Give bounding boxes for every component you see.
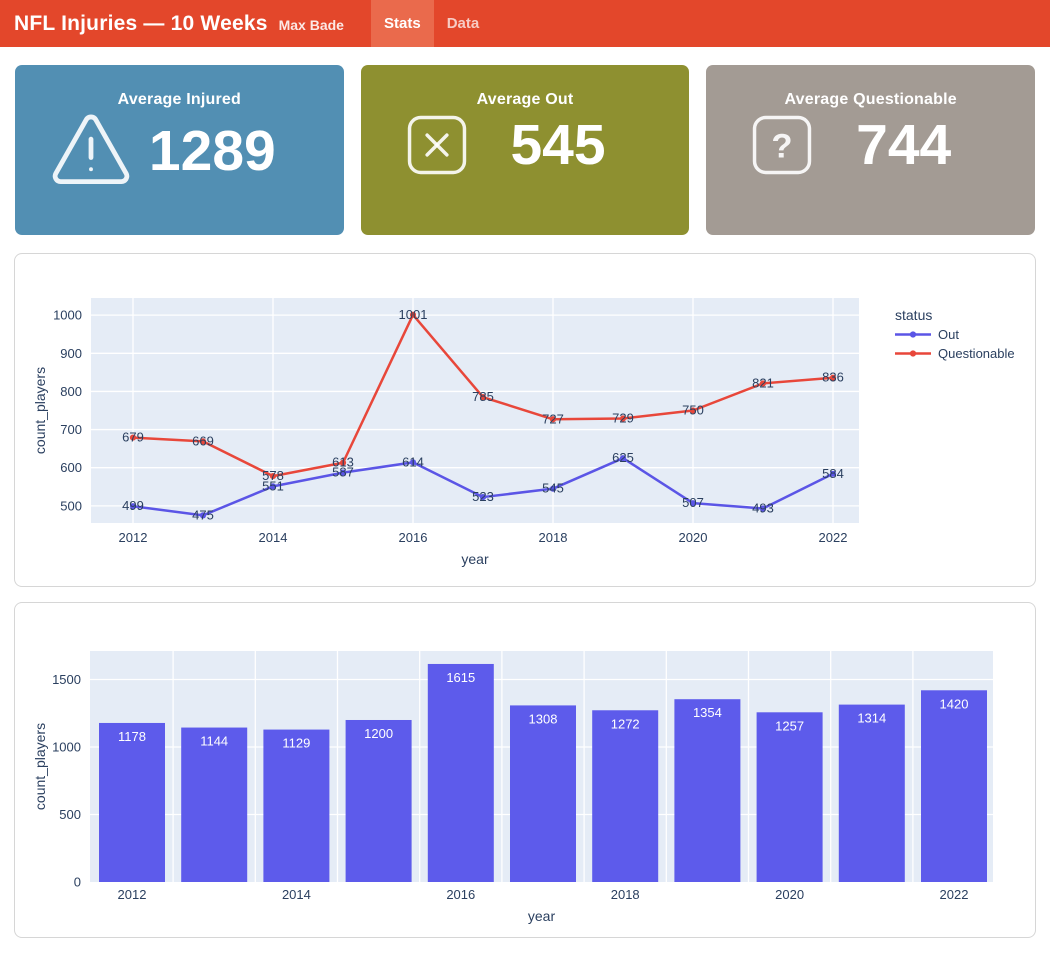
page-title: NFL Injuries — 10 Weeks bbox=[14, 11, 268, 35]
svg-text:587: 587 bbox=[332, 465, 354, 480]
svg-text:2020: 2020 bbox=[775, 887, 804, 902]
svg-text:669: 669 bbox=[192, 433, 214, 448]
svg-text:1000: 1000 bbox=[53, 308, 82, 323]
svg-text:614: 614 bbox=[402, 454, 424, 469]
svg-text:1272: 1272 bbox=[611, 716, 640, 731]
card-value: 744 bbox=[856, 112, 952, 177]
card-value: 545 bbox=[510, 112, 606, 177]
svg-text:700: 700 bbox=[60, 422, 82, 437]
svg-text:578: 578 bbox=[262, 468, 284, 483]
svg-text:1257: 1257 bbox=[775, 718, 804, 733]
svg-text:1354: 1354 bbox=[693, 705, 722, 720]
svg-text:1308: 1308 bbox=[529, 711, 558, 726]
svg-text:679: 679 bbox=[122, 430, 144, 445]
svg-text:2022: 2022 bbox=[940, 887, 969, 902]
svg-text:2018: 2018 bbox=[611, 887, 640, 902]
svg-text:499: 499 bbox=[122, 498, 144, 513]
svg-text:2014: 2014 bbox=[259, 530, 288, 545]
line-chart[interactable]: 500 600 700 800 900 1000 2012 2014 2016 2018 2020 2… bbox=[15, 254, 1034, 586]
svg-text:1200: 1200 bbox=[364, 726, 393, 741]
svg-text:year: year bbox=[461, 551, 489, 567]
svg-text:2016: 2016 bbox=[446, 887, 475, 902]
card-title: Average Questionable bbox=[784, 91, 957, 108]
svg-text:727: 727 bbox=[542, 411, 564, 426]
svg-text:900: 900 bbox=[60, 346, 82, 361]
card-average-out: Average Out 545 bbox=[360, 65, 690, 235]
svg-text:507: 507 bbox=[682, 495, 704, 510]
svg-text:729: 729 bbox=[612, 411, 634, 426]
svg-text:500: 500 bbox=[60, 498, 82, 513]
svg-text:2020: 2020 bbox=[679, 530, 708, 545]
svg-text:1420: 1420 bbox=[940, 696, 969, 711]
svg-text:1314: 1314 bbox=[857, 711, 886, 726]
app-header: NFL Injuries — 10 Weeks Max Bade Stats D… bbox=[0, 0, 1050, 47]
svg-text:Questionable: Questionable bbox=[938, 346, 1015, 361]
bar-chart-card: 0 500 1000 1500 1178 1144 1129 1200 1615 1308 1272… bbox=[14, 602, 1036, 938]
svg-text:1144: 1144 bbox=[200, 734, 228, 749]
card-value: 1289 bbox=[148, 118, 276, 183]
svg-text:2012: 2012 bbox=[119, 530, 148, 545]
tab-data[interactable]: Data bbox=[446, 15, 480, 32]
svg-text:475: 475 bbox=[192, 507, 214, 522]
warning-triangle-icon bbox=[45, 113, 137, 189]
svg-text:2014: 2014 bbox=[282, 887, 311, 902]
svg-text:2016: 2016 bbox=[399, 530, 428, 545]
svg-text:1129: 1129 bbox=[282, 736, 310, 751]
svg-text:545: 545 bbox=[542, 481, 564, 496]
svg-text:750: 750 bbox=[682, 403, 704, 418]
page-subtitle: Max Bade bbox=[278, 16, 344, 33]
svg-text:600: 600 bbox=[60, 460, 82, 475]
tab-bar: Stats Data bbox=[371, 0, 492, 47]
svg-text:count_players: count_players bbox=[32, 367, 48, 454]
svg-text:821: 821 bbox=[752, 375, 774, 390]
svg-text:551: 551 bbox=[262, 478, 284, 493]
title-wrap: NFL Injuries — 10 Weeks Max Bade bbox=[14, 12, 344, 36]
svg-text:836: 836 bbox=[822, 370, 844, 385]
svg-text:1500: 1500 bbox=[52, 672, 81, 687]
svg-text:1615: 1615 bbox=[446, 670, 475, 685]
svg-text:status: status bbox=[895, 307, 932, 323]
card-average-injured: Average Injured 1289 bbox=[15, 65, 344, 235]
svg-text:500: 500 bbox=[59, 807, 81, 822]
tab-stats[interactable]: Stats bbox=[371, 0, 434, 47]
card-title: Average Out bbox=[476, 91, 574, 108]
svg-text:625: 625 bbox=[612, 450, 634, 465]
svg-text:Out: Out bbox=[938, 327, 959, 342]
svg-text:523: 523 bbox=[472, 489, 494, 504]
svg-text:year: year bbox=[528, 908, 556, 924]
svg-text:613: 613 bbox=[332, 455, 354, 470]
svg-text:1178: 1178 bbox=[118, 729, 146, 744]
card-average-questionable: Average Questionable ? 744 bbox=[706, 65, 1036, 235]
svg-text:0: 0 bbox=[74, 875, 81, 890]
x-square-icon bbox=[391, 113, 483, 177]
svg-text:2022: 2022 bbox=[819, 530, 848, 545]
svg-text:count_players: count_players bbox=[32, 723, 48, 810]
svg-text:800: 800 bbox=[60, 384, 82, 399]
card-title: Average Injured bbox=[117, 91, 241, 108]
svg-text:2012: 2012 bbox=[118, 887, 147, 902]
svg-text:1001: 1001 bbox=[399, 307, 428, 322]
question-square-icon: ? bbox=[736, 113, 828, 177]
svg-text:493: 493 bbox=[752, 501, 774, 516]
svg-text:584: 584 bbox=[822, 466, 844, 481]
bar-chart[interactable]: 0 500 1000 1500 1178 1144 1129 1200 1615 1308 1272… bbox=[15, 603, 1034, 937]
svg-text:?: ? bbox=[772, 127, 793, 165]
svg-text:2018: 2018 bbox=[539, 530, 568, 545]
stat-cards-row: Average Injured 1289 Average Out bbox=[15, 65, 1036, 235]
line-chart-card: 500 600 700 800 900 1000 2012 2014 2016 2018 2020 2… bbox=[14, 253, 1036, 587]
svg-text:1000: 1000 bbox=[52, 739, 81, 754]
svg-text:785: 785 bbox=[472, 389, 494, 404]
